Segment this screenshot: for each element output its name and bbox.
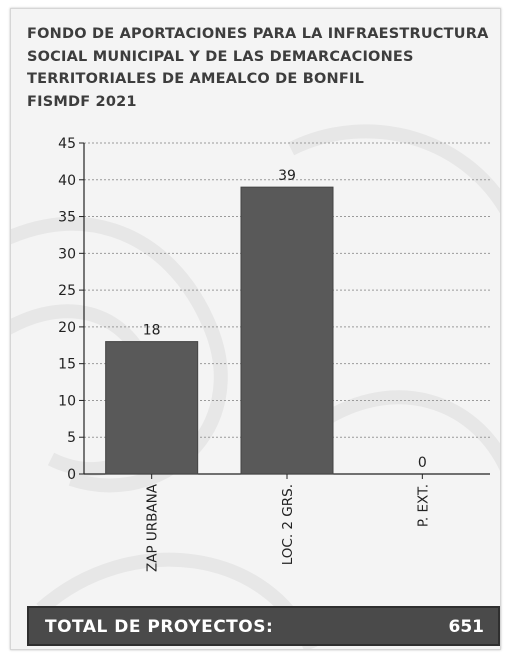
total-projects-label: TOTAL DE PROYECTOS: [45, 617, 274, 637]
y-tick-label: 45 [58, 136, 76, 152]
y-tick-label: 0 [67, 467, 76, 483]
title-line-1: FONDO DE APORTACIONES PARA LA INFRAESTRU… [27, 26, 489, 42]
x-category-label: LOC. 2 GRS. [280, 484, 296, 565]
bar-data-label: 18 [143, 323, 161, 339]
x-category-label: P. EXT. [415, 484, 431, 527]
y-tick-label: 40 [58, 173, 76, 189]
bar-chart: 0 5 10 15 20 25 30 35 40 45 18 ZAP URBANA 39 LOC. 2 G… [58, 136, 490, 572]
y-tick-label: 5 [67, 430, 76, 446]
bar-data-label: 0 [418, 455, 427, 471]
y-tick-label: 25 [58, 283, 76, 299]
chart-card: FONDO DE APORTACIONES PARA LA INFRAESTRU… [10, 8, 501, 650]
y-tick-label: 15 [58, 357, 76, 373]
bar-data-label: 39 [278, 168, 296, 184]
total-projects-value: 651 [448, 617, 485, 637]
total-projects-bar: TOTAL DE PROYECTOS: 651 [27, 606, 500, 646]
title-line-2: SOCIAL MUNICIPAL Y DE LAS DEMARCACIONES [27, 48, 414, 65]
y-tick-label: 35 [58, 210, 76, 226]
title-line-4: FISMDF 2021 [27, 93, 137, 110]
y-tick-label: 10 [58, 393, 76, 409]
chart-title: FONDO DE APORTACIONES PARA LA INFRAESTRU… [27, 23, 497, 113]
y-tick-label: 30 [58, 246, 76, 262]
bar [105, 341, 199, 475]
x-category-label: ZAP URBANA [145, 483, 161, 572]
title-line-3: TERRITORIALES DE AMEALCO DE BONFIL [27, 71, 365, 87]
y-tick-label: 20 [58, 320, 76, 336]
bar [240, 186, 334, 475]
